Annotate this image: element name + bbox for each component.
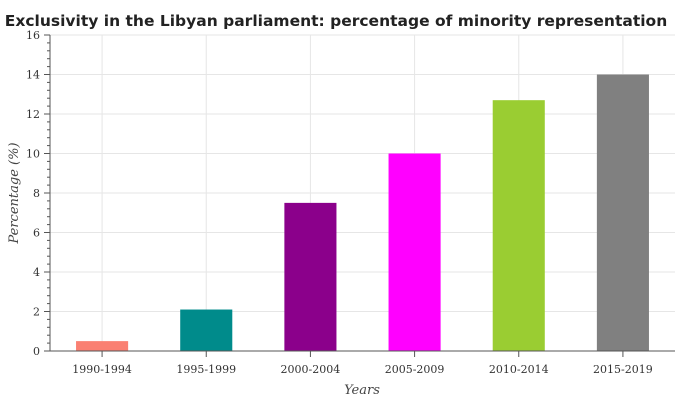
- y-tick-label: 14: [26, 69, 40, 82]
- x-tick-label: 2000-2004: [281, 363, 341, 376]
- bar-2015-2019: [596, 74, 649, 351]
- y-tick-label: 6: [33, 227, 40, 240]
- bar-1995-1999: [180, 309, 233, 351]
- x-tick-label: 1990-1994: [72, 363, 132, 376]
- bar-2010-2014: [492, 100, 545, 351]
- y-axis-label: Percentage (%): [7, 142, 22, 244]
- x-tick-label: 2005-2009: [385, 363, 445, 376]
- x-tick-label: 2010-2014: [489, 363, 549, 376]
- y-tick-label: 12: [26, 108, 40, 121]
- x-tick-labels: 1990-1994 1995-1999 2000-2004 2005-2009 2010…: [72, 363, 653, 376]
- bar-2005-2009: [388, 153, 441, 351]
- y-tick-label: 0: [33, 345, 40, 358]
- bars: [76, 74, 649, 351]
- axes: [44, 34, 675, 357]
- bar-1990-1994: [76, 341, 129, 351]
- x-axis-label: Years: [344, 383, 380, 398]
- chart-title: Exclusivity in the Libyan parliament: pe…: [5, 12, 667, 30]
- y-tick-label: 2: [33, 306, 40, 319]
- bar-2000-2004: [284, 202, 337, 351]
- x-tick-label: 1995-1999: [176, 363, 236, 376]
- y-tick-label: 16: [26, 29, 40, 42]
- y-tick-labels: 0 2 4 6 8 10 12 14 16: [26, 29, 40, 358]
- x-tick-label: 2015-2019: [593, 363, 653, 376]
- y-tick-label: 8: [33, 187, 40, 200]
- y-tick-label: 10: [26, 148, 40, 161]
- y-tick-label: 4: [33, 266, 40, 279]
